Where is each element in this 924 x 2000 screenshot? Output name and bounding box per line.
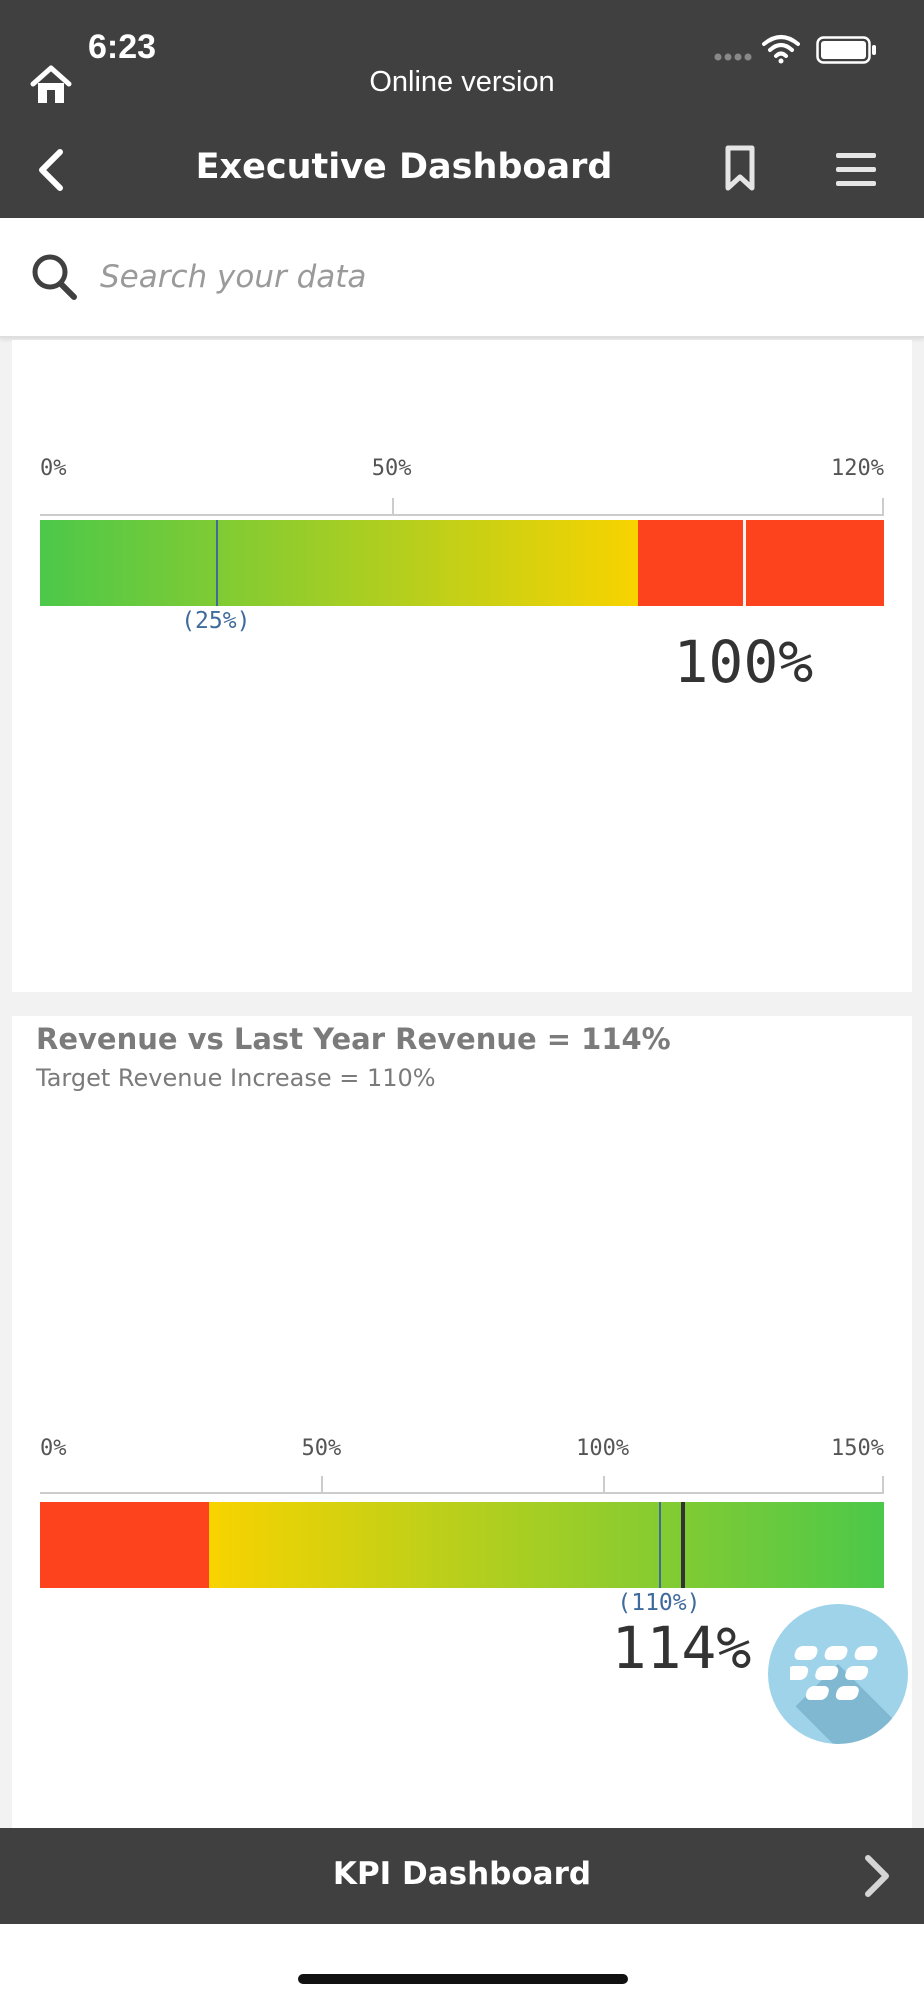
- page-title: Executive Dashboard: [195, 147, 613, 187]
- home-icon[interactable]: [30, 64, 72, 106]
- bottom-nav-bar[interactable]: KPI Dashboard: [0, 1828, 924, 1924]
- battery-icon: [816, 36, 876, 64]
- gauge-target-marker: [658, 1502, 661, 1588]
- kpi-value: 100%: [673, 628, 814, 696]
- gauge-value-marker: [743, 520, 747, 606]
- gauge-tick-label: 50%: [371, 456, 412, 481]
- app-bar: Executive Dashboard: [0, 122, 924, 218]
- next-sheet-title: KPI Dashboard: [332, 1856, 592, 1892]
- gauge-tick-mark: [321, 1476, 324, 1494]
- home-indicator[interactable]: [298, 1974, 628, 1984]
- menu-icon[interactable]: [834, 150, 878, 190]
- gauge-bar: [40, 1502, 884, 1588]
- blackberry-icon: [790, 1646, 878, 1700]
- kpi-subtitle: Target Revenue Increase = 110%: [36, 1064, 436, 1092]
- connection-label: Online version: [369, 66, 555, 98]
- gauge-tick-mark: [882, 1476, 884, 1494]
- gauge-segment: [208, 1502, 884, 1588]
- search-input[interactable]: [100, 252, 880, 302]
- gauge-value-marker: [681, 1502, 686, 1588]
- status-bar: 6:23 Online version: [0, 0, 924, 122]
- search-icon[interactable]: [30, 252, 78, 302]
- gauge-tick-label: 120%: [831, 456, 884, 481]
- wifi-icon: [762, 35, 800, 64]
- home-indicator-area: [0, 1924, 924, 2000]
- status-time: 6:23: [88, 28, 157, 66]
- gauge-target-marker: [215, 520, 218, 606]
- bookmark-icon[interactable]: [724, 144, 756, 192]
- blackberry-button[interactable]: [768, 1604, 908, 1744]
- search-bar: [0, 218, 924, 338]
- gauge-target-label: (25%): [181, 608, 251, 634]
- gauge-tick-label: 100%: [576, 1436, 630, 1461]
- gauge-tick-label: 50%: [301, 1436, 342, 1461]
- kpi-card[interactable]: Revenue vs Last Year Revenue = 114% Targ…: [12, 1016, 912, 1828]
- gauge-tick-label: 0%: [40, 456, 67, 481]
- gauge-bar: [40, 520, 884, 606]
- gauge-axis-line: [40, 514, 884, 516]
- kpi-card[interactable]: 0% 50% 120% (25%) 100%: [12, 340, 912, 992]
- chevron-right-icon[interactable]: [862, 1854, 892, 1898]
- gauge-target-label: (110%): [617, 1590, 701, 1616]
- gauge-segment: [40, 1502, 209, 1588]
- gauge-tick-mark: [882, 498, 884, 516]
- kpi-value: 114%: [611, 1614, 752, 1682]
- gauge-tick-mark: [391, 498, 394, 516]
- gauge-axis-line: [40, 1492, 884, 1494]
- gauge-tick-label: 150%: [831, 1436, 884, 1461]
- kpi-title: Revenue vs Last Year Revenue = 114%: [36, 1022, 671, 1056]
- signal-icon: [714, 53, 752, 61]
- gauge-tick-mark: [602, 1476, 605, 1494]
- gauge-segment: [637, 520, 884, 606]
- back-icon[interactable]: [32, 146, 72, 194]
- gauge-segment: [40, 520, 638, 606]
- gauge-tick-label: 0%: [40, 1436, 67, 1461]
